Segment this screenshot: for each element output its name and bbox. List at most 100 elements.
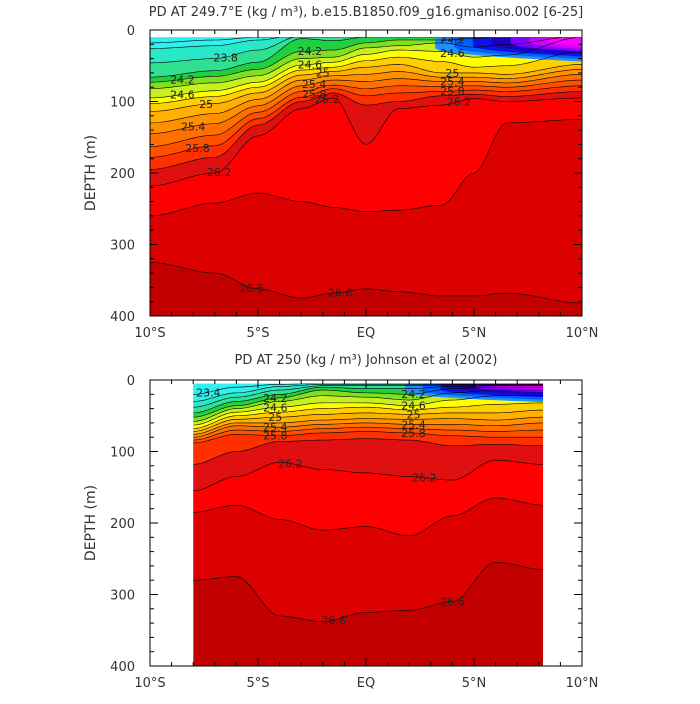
contour-24.8	[149, 51, 583, 104]
contour-label: 25.4	[440, 75, 465, 88]
contour-label: 24.6	[170, 88, 195, 101]
x-tick-label: 5°S	[246, 676, 269, 691]
band-24	[193, 383, 544, 413]
band-23.8	[150, 37, 582, 63]
contour-25.2	[193, 416, 544, 435]
contour-label: 24.6	[440, 47, 465, 60]
band-surface	[150, 37, 582, 43]
contour-label: 26.6	[321, 614, 346, 627]
x-tick-label: 10°N	[566, 676, 599, 691]
contour-25.4	[193, 422, 544, 438]
contour-label: 24.2	[263, 392, 288, 405]
contour-25.8	[193, 431, 544, 444]
contour-label: 26.2	[207, 166, 232, 179]
contour-25.6	[193, 426, 544, 441]
x-tick-label: 10°S	[134, 676, 165, 691]
contour-label: 25.8	[302, 88, 327, 101]
x-tick-label: EQ	[357, 676, 375, 691]
chart-title: PD AT 250 (kg / m³) Johnson et al (2002)	[235, 353, 498, 368]
contour-26.2	[193, 459, 544, 492]
contour-label: 23.4	[196, 386, 221, 399]
chart-title: PD AT 249.7°E (kg / m³), b.e15.B1850.f09…	[149, 5, 583, 20]
north-surface-lens	[435, 37, 582, 62]
y-tick-label: 300	[110, 589, 135, 604]
contour-24	[193, 385, 544, 414]
contour-label: 26.2	[412, 472, 437, 485]
y-tick-label: 400	[110, 310, 135, 325]
contour-23.8	[193, 384, 544, 408]
contour-24.6	[193, 395, 544, 426]
contour-label: 24.2	[170, 73, 195, 86]
contour-label: 24.6	[401, 400, 426, 413]
contour-lines	[193, 383, 544, 622]
contour-25	[149, 64, 583, 112]
contour-25	[193, 409, 544, 432]
panel-model: 23.824.224.62525.425.826.226.624.224.625…	[83, 5, 598, 341]
contour-label: 26.2	[278, 457, 303, 470]
y-axis-label: DEPTH (m)	[83, 485, 99, 561]
contour-label: 26.2	[447, 96, 472, 109]
contour-label: 25.8	[263, 430, 288, 443]
contour-label: 26.2	[315, 93, 340, 106]
lens-band-6	[548, 37, 582, 47]
tick-labels: 10°S 5°S EQ 5°N 10°N 0 100 200 300 400	[110, 24, 598, 341]
contour-label: 25	[316, 66, 330, 79]
y-tick-label: 400	[110, 660, 135, 675]
contour-label: 25.4	[181, 120, 206, 133]
y-axis-label: DEPTH (m)	[83, 135, 99, 211]
contour-label: 25	[268, 411, 282, 424]
contour-25.4	[149, 74, 583, 134]
band-23.8	[193, 383, 544, 408]
contour-label: 24.6	[263, 401, 288, 414]
contour-26	[149, 91, 583, 170]
tick-labels: 10°S 5°S EQ 5°N 10°N 0 100 200 300 400	[110, 374, 598, 691]
contour-label: 25.8	[440, 85, 465, 98]
contour-label: 25.8	[185, 142, 210, 155]
ticks	[149, 379, 583, 667]
contour-label: 24.2	[401, 388, 426, 401]
x-tick-label: 5°S	[246, 326, 269, 341]
contour-label: 25.4	[302, 78, 327, 91]
y-tick-label: 200	[110, 517, 135, 532]
y-tick-label: 100	[110, 96, 135, 111]
contour-26.6	[193, 562, 544, 622]
x-tick-label: 10°S	[134, 326, 165, 341]
contour-label: 24.6	[298, 59, 323, 72]
contour-25.6	[149, 79, 583, 147]
contour-label: 24.2	[298, 45, 323, 58]
contour-25.2	[149, 69, 583, 124]
ticks	[149, 29, 583, 317]
contour-label: 26.6	[239, 282, 264, 295]
contour-24.8	[193, 402, 544, 429]
contour-24.2	[193, 386, 544, 418]
contour-26.4	[193, 497, 544, 537]
contour-label: 25.4	[263, 421, 288, 434]
contour-24.4	[193, 389, 544, 422]
contour-label: 23.8	[213, 51, 238, 64]
contour-26.6	[149, 262, 583, 304]
contour-24.6	[149, 36, 583, 99]
contour-label: 25	[199, 98, 213, 111]
contour-label: 26.6	[440, 596, 465, 609]
contour-26.4	[149, 119, 583, 217]
contour-label: 25	[445, 67, 459, 80]
y-tick-label: 0	[127, 374, 135, 389]
contour-label: 26.6	[328, 287, 353, 300]
contour-26.2	[149, 97, 583, 187]
y-tick-label: 200	[110, 167, 135, 182]
y-tick-label: 300	[110, 239, 135, 254]
y-tick-label: 100	[110, 446, 135, 461]
contour-25.8	[149, 85, 583, 158]
contour-23.6	[193, 383, 544, 402]
y-tick-label: 0	[127, 24, 135, 39]
x-tick-label: 5°N	[462, 326, 487, 341]
x-tick-label: 10°N	[566, 326, 599, 341]
x-tick-label: EQ	[357, 326, 375, 341]
contour-label: 25.4	[401, 418, 426, 431]
contour-24.4	[149, 36, 582, 89]
contour-label: 25	[407, 408, 421, 421]
contour-labels: 23.4 24.224.62525.425.826.226.624.224.625…	[196, 386, 465, 627]
contour-26	[193, 438, 544, 465]
